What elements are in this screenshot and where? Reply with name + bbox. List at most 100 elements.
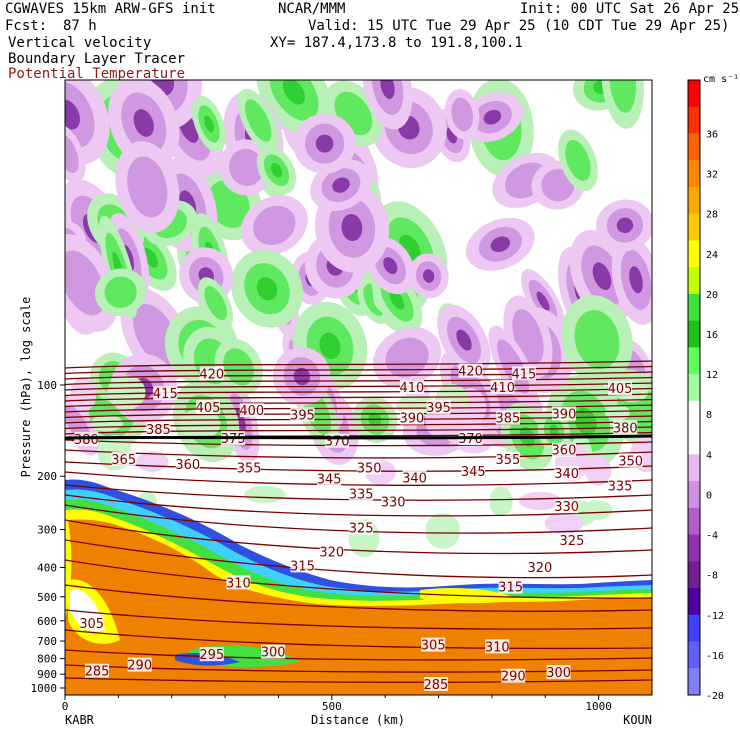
theta-label-bg (551, 442, 576, 457)
theta-label-bg (458, 363, 483, 378)
colorbar-swatch (688, 293, 700, 322)
isentrope (65, 559, 652, 599)
theta-label-bg (399, 410, 424, 425)
downdraft-cell (585, 455, 612, 486)
theta-label: 340 (402, 471, 427, 486)
colorbar-swatch (688, 106, 700, 134)
colorbar-tick-label: -12 (706, 611, 724, 622)
isentrope (65, 371, 652, 380)
theta-label-bg (426, 399, 451, 414)
updraft-cell (192, 95, 226, 153)
isentrope (65, 360, 652, 369)
theta-label: 385 (496, 412, 521, 427)
theta-label: 360 (175, 458, 200, 473)
isentrope (65, 609, 652, 630)
isentrope (65, 398, 652, 408)
isentrope (65, 415, 652, 424)
colorbar-swatch (688, 588, 700, 616)
y-tick-label: 600 (37, 615, 57, 628)
theta-label-bg (261, 644, 286, 659)
updraft-cell (237, 88, 279, 153)
colorbar-tick-label: 8 (706, 410, 712, 421)
downdraft-cell (444, 89, 480, 140)
downdraft-cell (518, 491, 562, 511)
theta-label: 285 (423, 678, 448, 693)
downdraft-cell (108, 80, 180, 169)
colorbar-tick-label: 16 (706, 330, 718, 341)
colorbar-swatch (688, 133, 700, 161)
plot-frame (64, 79, 653, 696)
colorbar-swatch (688, 614, 700, 643)
theta-label: 300 (261, 646, 286, 661)
isentrope (65, 426, 652, 435)
theta-label-bg (399, 379, 424, 394)
theta-label: 305 (421, 639, 446, 654)
y-tick-label: 500 (37, 591, 57, 604)
isentrope (65, 649, 652, 661)
downdraft-cell (611, 234, 652, 325)
header-model: CGWAVES 15km ARW-GFS init (5, 1, 216, 17)
isentrope (65, 393, 652, 402)
y-tick-label: 400 (37, 561, 57, 574)
theta-label: 380 (74, 433, 99, 448)
colorbar-swatch (688, 427, 700, 455)
potential-temperature-lines (65, 360, 652, 683)
theta-label-bg (381, 494, 406, 509)
y-tick-label: 100 (37, 379, 57, 392)
header-valid: Valid: 15 UTC Tue 29 Apr 25 (10 CDT Tue … (308, 18, 730, 34)
y-tick-label: 900 (37, 668, 57, 681)
theta-label: 385 (146, 423, 171, 438)
colorbar-swatch (688, 347, 700, 375)
theta-label: 330 (554, 500, 579, 515)
updraft-cell (198, 277, 234, 329)
theta-label: 325 (560, 534, 585, 549)
theta-label: 380 (613, 421, 638, 436)
colorbar-swatch (688, 641, 700, 669)
theta-label: 335 (608, 480, 633, 495)
theta-label: 310 (226, 576, 251, 591)
theta-label: 405 (608, 382, 633, 397)
theta-label-bg (85, 663, 110, 678)
theta-label-bg (527, 560, 552, 575)
theta-label-bg (498, 579, 523, 594)
y-tick-label: 300 (37, 524, 57, 537)
theta-label-bg (111, 451, 136, 466)
colorbar-tick-label: 12 (706, 370, 718, 381)
updraft-cell (107, 375, 146, 410)
colorbar-swatch (688, 213, 700, 241)
theta-label: 340 (554, 467, 579, 482)
theta-label-bg (551, 406, 576, 421)
colorbar-tick-label: 36 (706, 129, 718, 140)
isentrope (65, 484, 652, 501)
theta-label-bg (357, 460, 382, 475)
theta-label: 335 (349, 488, 374, 503)
theta-label-bg (127, 657, 152, 672)
downdraft-cell (115, 141, 180, 233)
downdraft-cell (408, 253, 449, 299)
colorbar-tick-label: 28 (706, 210, 718, 221)
downdraft-cell (595, 199, 652, 252)
theta-label: 360 (552, 444, 577, 459)
x-endpoint-right: KOUN (623, 713, 652, 727)
header-field-boundary-layer-tracer: Boundary Layer Tracer (8, 51, 186, 67)
colorbar-tick-label: 0 (706, 490, 712, 501)
colorbar-swatch (688, 668, 700, 696)
y-tick-label: 800 (37, 653, 57, 666)
theta-label: 290 (501, 670, 526, 685)
theta-label: 395 (426, 401, 451, 416)
theta-label: 420 (199, 367, 224, 382)
updraft-cell (90, 415, 123, 432)
isentrope (65, 376, 652, 386)
theta-label-bg (618, 453, 643, 468)
theta-label: 305 (79, 617, 104, 632)
tropopause-line (65, 434, 652, 440)
isentrope (65, 584, 652, 612)
theta-label-bg (421, 637, 446, 652)
theta-label-bg (402, 470, 427, 485)
isentrope (65, 409, 652, 419)
colorbar-swatch (688, 561, 700, 589)
isentrope (65, 420, 652, 430)
theta-label: 330 (381, 495, 406, 510)
x-axis: 0 500 1000 (62, 695, 612, 713)
